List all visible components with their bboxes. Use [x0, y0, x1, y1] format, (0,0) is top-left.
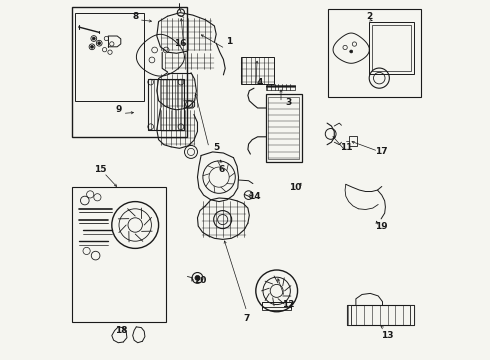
Bar [410, 305, 414, 325]
Bar [266, 85, 295, 90]
Text: 14: 14 [247, 192, 260, 201]
Circle shape [92, 37, 95, 40]
Bar [148, 79, 184, 130]
Bar [75, 13, 144, 101]
Bar [262, 307, 291, 310]
Text: 13: 13 [381, 331, 393, 340]
Bar [346, 305, 414, 325]
Text: 17: 17 [375, 147, 388, 156]
Text: 9: 9 [116, 105, 122, 114]
Text: 3: 3 [285, 98, 292, 107]
Text: 12: 12 [282, 300, 294, 309]
Bar [328, 9, 421, 97]
Bar [72, 7, 187, 137]
Text: 19: 19 [375, 222, 388, 231]
Circle shape [350, 50, 353, 53]
Text: 7: 7 [244, 314, 250, 323]
Bar [349, 136, 357, 146]
Circle shape [177, 9, 185, 16]
Text: 20: 20 [194, 276, 206, 285]
Text: 6: 6 [219, 165, 225, 174]
Circle shape [195, 275, 200, 280]
Text: 11: 11 [340, 143, 352, 152]
Text: 2: 2 [366, 12, 372, 21]
Text: 1: 1 [226, 37, 232, 46]
Circle shape [98, 42, 100, 45]
Text: 15: 15 [94, 165, 106, 174]
Text: 5: 5 [213, 143, 220, 152]
Text: 16: 16 [174, 39, 187, 48]
Text: 4: 4 [256, 78, 263, 87]
Bar [372, 25, 411, 71]
Bar [369, 22, 414, 74]
Text: 8: 8 [132, 12, 138, 21]
Bar [72, 187, 166, 322]
Text: 18: 18 [115, 325, 127, 335]
Bar [266, 94, 302, 162]
Bar [241, 57, 274, 84]
Circle shape [91, 45, 94, 48]
Bar [269, 97, 299, 159]
Bar [346, 305, 351, 325]
Text: 10: 10 [289, 183, 301, 192]
